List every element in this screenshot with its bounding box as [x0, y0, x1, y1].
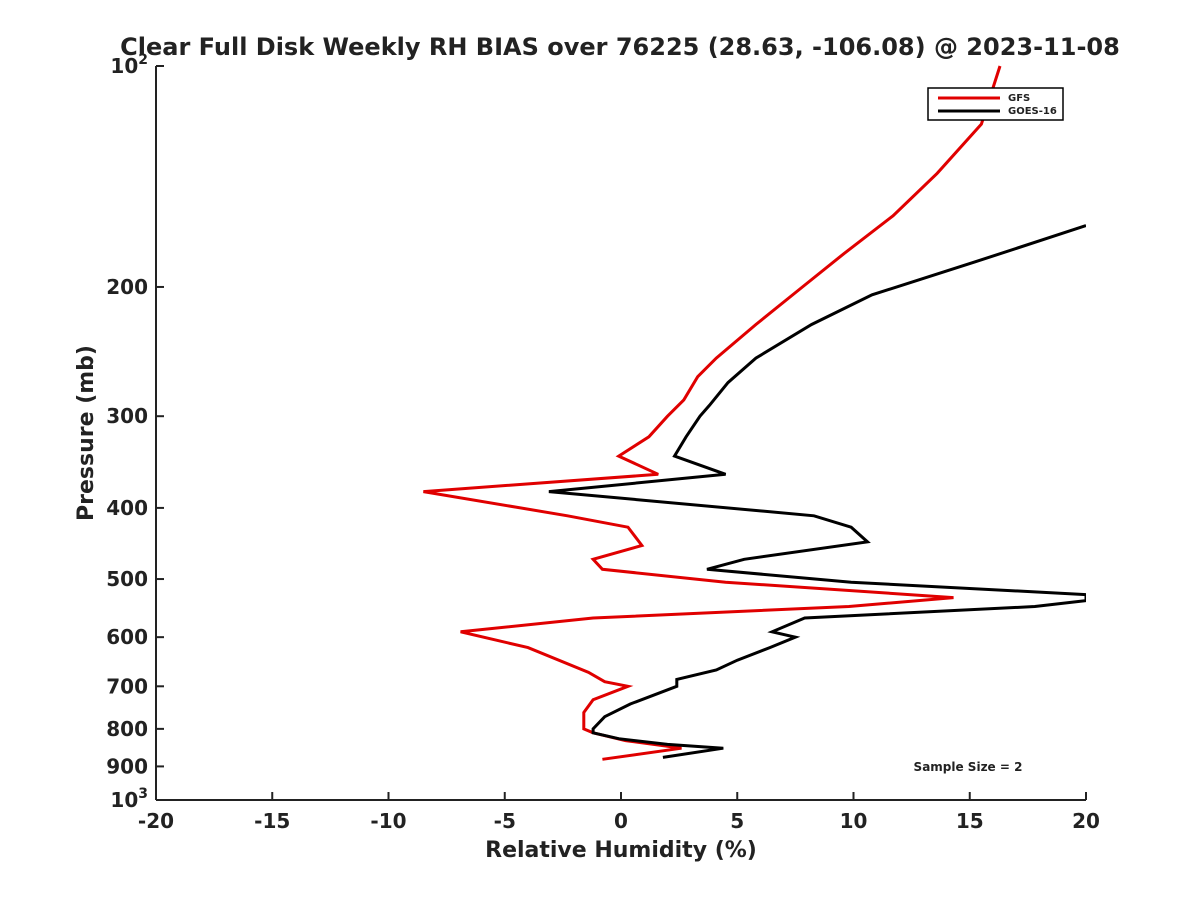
legend-label-goes16: GOES-16 — [1008, 106, 1057, 117]
x-tick-label: -5 — [494, 809, 516, 833]
x-tick-label: 20 — [1072, 809, 1100, 833]
sample-size-annotation: Sample Size = 2 — [914, 760, 1023, 774]
x-tick-label: 15 — [956, 809, 984, 833]
y-tick-label: 300 — [106, 404, 148, 428]
legend-label-gfs: GFS — [1008, 93, 1030, 104]
y-tick-label: 800 — [106, 717, 148, 741]
y-tick-label: 500 — [106, 567, 148, 591]
y-axis: 102 200 300 400 500 600 700 800 900 103 — [106, 52, 164, 812]
y-tick-label: 600 — [106, 625, 148, 649]
y-tick-label: 900 — [106, 754, 148, 778]
y-tick-label: 103 — [110, 786, 148, 812]
x-tick-label: 10 — [840, 809, 868, 833]
x-tick-label: -10 — [370, 809, 406, 833]
legend: GFS GOES-16 — [927, 87, 1064, 121]
x-tick-label: 0 — [614, 809, 628, 833]
x-tick-label: -20 — [138, 809, 174, 833]
y-tick-label: 700 — [106, 674, 148, 698]
x-tick-label: -15 — [254, 809, 290, 833]
y-axis-label: Pressure (mb) — [74, 345, 99, 521]
y-tick-label: 200 — [106, 275, 148, 299]
x-axis-label: Relative Humidity (%) — [485, 838, 757, 863]
x-axis: -20 -15 -10 -5 0 5 10 15 20 — [138, 792, 1100, 833]
y-tick-label: 400 — [106, 496, 148, 520]
series-line-goes16 — [548, 224, 1086, 759]
legend-box — [927, 87, 1064, 121]
series-line-gfs — [423, 65, 1002, 761]
y-tick-label: 102 — [110, 52, 148, 78]
chart-title: Clear Full Disk Weekly RH BIAS over 7622… — [120, 33, 1120, 61]
x-tick-label: 5 — [730, 809, 744, 833]
series-layer — [423, 65, 1086, 761]
